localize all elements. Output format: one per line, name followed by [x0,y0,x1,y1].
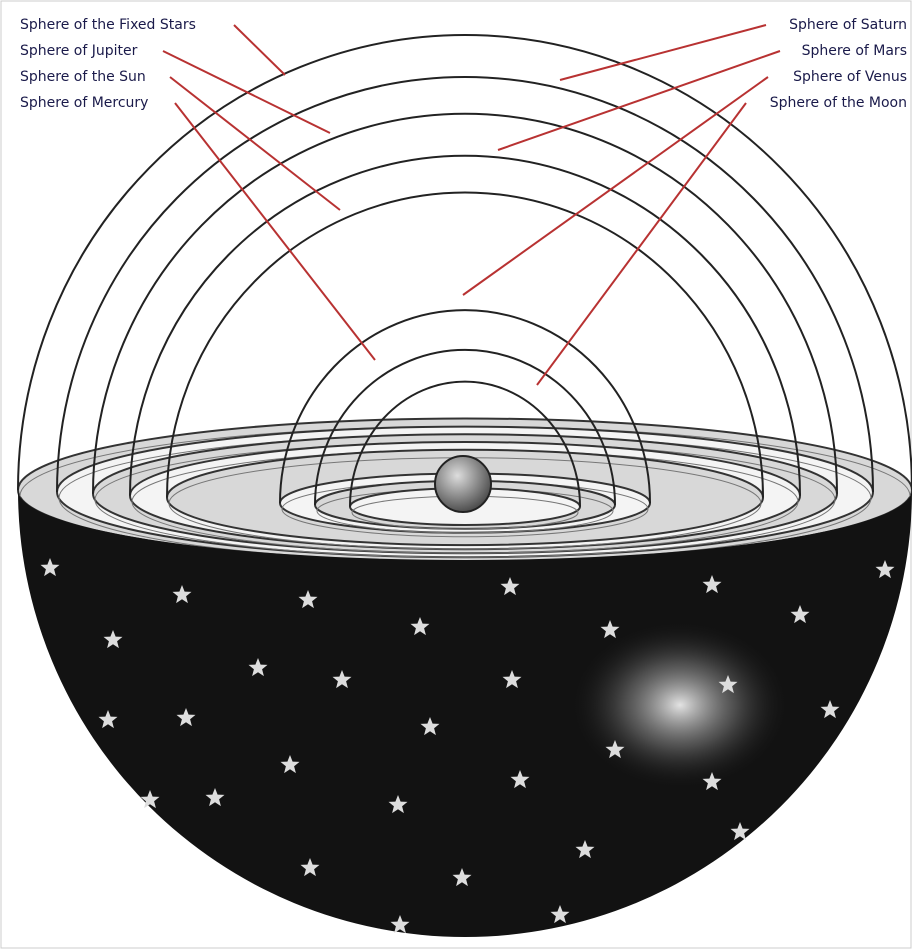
sphere-arc [279,309,651,504]
sphere-arc [56,76,874,492]
label: Sphere of the Moon [770,95,907,111]
sphere-arc [314,348,616,505]
sphere-arc [166,191,764,498]
sphere-arcs [17,34,912,507]
leader-line [462,76,769,296]
leader-line [162,50,331,134]
label: Sphere of the Sun [20,69,146,85]
leader-line [497,50,781,151]
leader-line [169,76,341,211]
sphere-arc [349,380,581,507]
leader-lines [162,24,781,386]
lower-hemisphere [18,490,912,937]
label: Sphere of Mercury [20,95,148,111]
label: Sphere of Mars [802,43,907,59]
label: Sphere of Venus [793,69,907,85]
leader-line [536,102,747,386]
label: Sphere of Jupiter [20,43,138,59]
label: Sphere of Saturn [789,17,907,33]
sphere-arc [92,112,838,494]
leader-line [233,24,286,76]
sphere-arc [129,154,801,496]
nebula [570,620,790,790]
sphere-arc [17,34,912,491]
earth [434,455,492,513]
leader-line [174,102,376,361]
leader-line [559,24,767,81]
label: Sphere of the Fixed Stars [20,17,196,33]
